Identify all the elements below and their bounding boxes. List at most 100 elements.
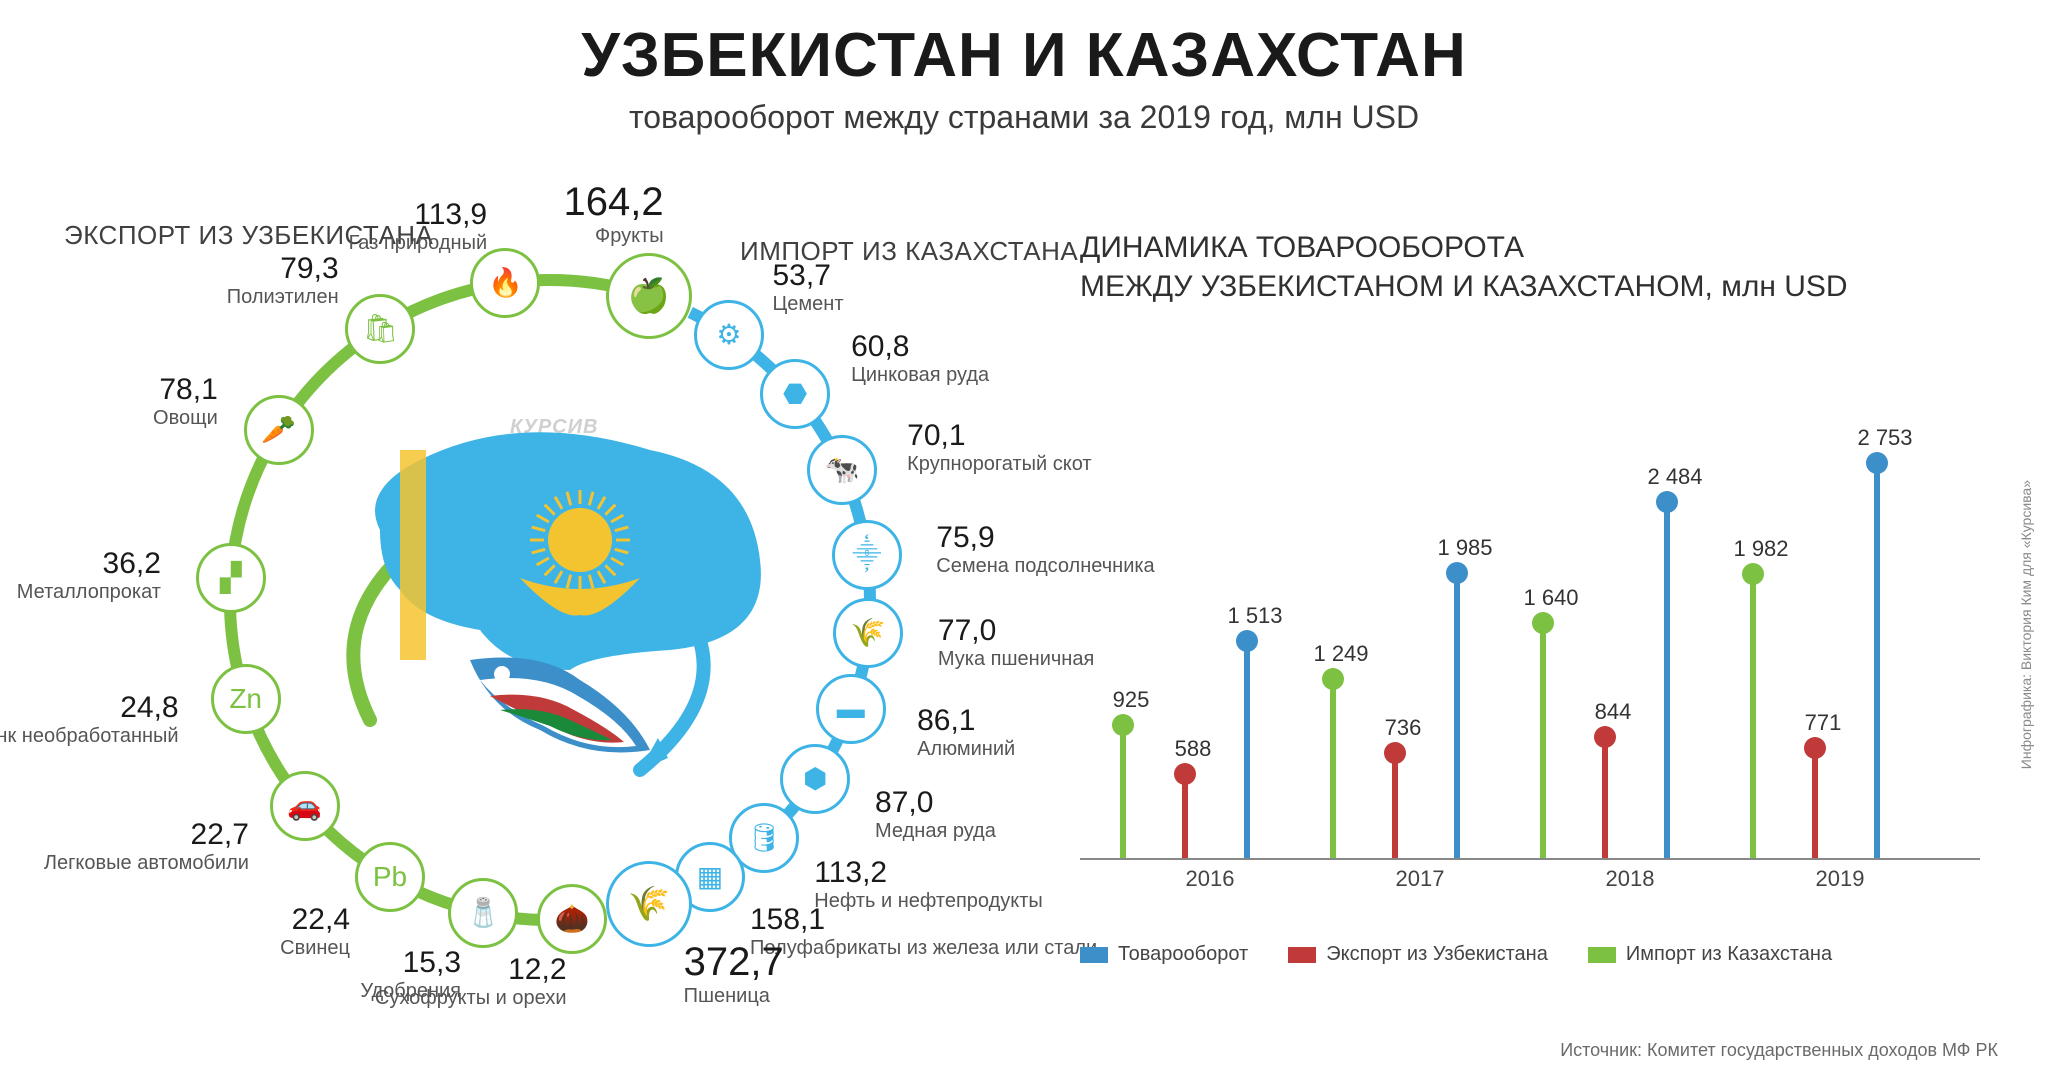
- ring-node-label: 86,1Алюминий: [917, 704, 1015, 761]
- credit-label: Инфографика: Виктория Ким для «Курсива»: [2018, 480, 2034, 769]
- ring-node-name: Металлопрокат: [17, 581, 161, 604]
- ring-node-label: 60,8Цинковая руда: [851, 330, 989, 387]
- ring-node-value: 372,7: [684, 940, 784, 985]
- lollipop-ball-icon: [1174, 763, 1196, 785]
- lollipop: 2 753: [1874, 463, 1880, 858]
- ring-node: 🐄: [807, 435, 877, 505]
- lollipop-value: 1 513: [1210, 603, 1300, 629]
- ring-node-icon: 🐄: [825, 456, 860, 484]
- ring-node-icon: 🛍: [363, 315, 399, 343]
- lollipop-ball-icon: [1236, 630, 1258, 652]
- lollipop: 844: [1602, 737, 1608, 858]
- ring-node-value: 78,1: [153, 373, 218, 407]
- lollipop-stick: [1454, 573, 1460, 858]
- chart-title: ДИНАМИКА ТОВАРООБОРОТА МЕЖДУ УЗБЕКИСТАНО…: [1080, 228, 1848, 306]
- lollipop: 588: [1182, 774, 1188, 858]
- lollipop-ball-icon: [1384, 742, 1406, 764]
- lollipop-value: 2 753: [1840, 425, 1930, 451]
- ring-node: ▬: [816, 674, 886, 744]
- ring-node: Pb: [355, 842, 425, 912]
- ring-node: Zn: [211, 664, 281, 734]
- ring-node-name: Полуфабрикаты из железа или стали: [750, 937, 1097, 960]
- ring-node-name: Овощи: [153, 407, 218, 430]
- ring-node-label: 77,0Мука пшеничная: [938, 614, 1094, 671]
- ring-node-label: 22,7Легковые автомобили: [44, 818, 249, 875]
- lollipop-value: 1 982: [1716, 536, 1806, 562]
- lollipop-value: 925: [1086, 687, 1176, 713]
- lollipop: 736: [1392, 753, 1398, 858]
- lollipop-stick: [1874, 463, 1880, 858]
- chart-title-line1: ДИНАМИКА ТОВАРООБОРОТА: [1080, 231, 1524, 264]
- lollipop-ball-icon: [1446, 562, 1468, 584]
- lollipop-stick: [1750, 574, 1756, 858]
- legend-label: Экспорт из Узбекистана: [1326, 943, 1548, 966]
- ring-node: 🛍: [345, 294, 415, 364]
- lollipop-ball-icon: [1112, 714, 1134, 736]
- ring-node-label: 12,2Сухофрукты и орехи: [375, 953, 567, 1010]
- ring-node-icon: 🔥: [488, 269, 523, 297]
- ring-node-name: Пшеница: [684, 985, 784, 1008]
- ring-node-value: 24,8: [0, 691, 179, 725]
- lollipop-value: 844: [1568, 699, 1658, 725]
- lollipop: 771: [1812, 748, 1818, 859]
- ring-node-value: 164,2: [564, 180, 664, 225]
- legend-swatch-icon: [1588, 947, 1616, 963]
- ring-node-name: Фрукты: [564, 225, 664, 248]
- center-map: [350, 420, 780, 770]
- lollipop-stick: [1602, 737, 1608, 858]
- uzbekistan-shape-icon: [470, 658, 650, 753]
- legend-item: Товарооборот: [1080, 943, 1248, 966]
- lollipop: 1 982: [1750, 574, 1756, 858]
- ring-node: 🚗: [270, 771, 340, 841]
- lollipop-stick: [1120, 725, 1126, 858]
- ring-node-icon: ▞: [220, 564, 242, 592]
- ring-node: 🧂: [448, 878, 518, 948]
- lollipop-ball-icon: [1742, 563, 1764, 585]
- ring-node-label: 22,4Свинец: [280, 903, 350, 960]
- lollipop-value: 2 484: [1630, 464, 1720, 490]
- ring-node-name: Цинк необработанный: [0, 725, 179, 748]
- ring-node-icon: 🧂: [466, 899, 501, 927]
- ring-node-name: Полиэтилен: [227, 286, 339, 309]
- ring-node-value: 158,1: [750, 903, 1097, 937]
- ring-node-icon: ⬢: [803, 765, 827, 793]
- ring-node-icon: ⸎: [852, 541, 881, 569]
- ornament-band-icon: [400, 450, 426, 660]
- ring-node-icon: ⚙: [716, 321, 741, 349]
- ring-node-label: 78,1Овощи: [153, 373, 218, 430]
- ring-node: 🍏: [606, 253, 692, 339]
- ring-node-label: 79,3Полиэтилен: [227, 252, 339, 309]
- chart-year-label: 2019: [1770, 866, 1910, 892]
- ring-node-label: 113,9Газ природный: [349, 198, 488, 255]
- ring-node: ⬣: [760, 359, 830, 429]
- header: УЗБЕКИСТАН И КАЗАХСТАН товарооборот межд…: [0, 0, 2048, 136]
- ring-node-name: Легковые автомобили: [44, 852, 249, 875]
- ring-node-value: 12,2: [375, 953, 567, 987]
- main-subtitle: товарооборот между странами за 2019 год,…: [0, 99, 2048, 136]
- ring-node-value: 53,7: [772, 259, 843, 293]
- ring-node-name: Газ природный: [349, 232, 488, 255]
- ring-node: 🌾: [606, 861, 692, 947]
- ring-node-value: 86,1: [917, 704, 1015, 738]
- main-title: УЗБЕКИСТАН И КАЗАХСТАН: [0, 20, 2048, 91]
- lollipop-ball-icon: [1532, 612, 1554, 634]
- ring-node-icon: Zn: [229, 685, 262, 713]
- lollipop-ball-icon: [1594, 726, 1616, 748]
- legend-swatch-icon: [1288, 947, 1316, 963]
- ring-node-name: Цемент: [772, 293, 843, 316]
- lollipop-stick: [1244, 641, 1250, 858]
- ring-node-icon: ⬣: [783, 380, 807, 408]
- ring-node-icon: 🍏: [628, 279, 670, 313]
- lollipop-stick: [1330, 679, 1336, 858]
- ring-node-name: Свинец: [280, 937, 350, 960]
- ring-node-name: Цинковая руда: [851, 364, 989, 387]
- ring-node-name: Крупнорогатый скот: [907, 453, 1091, 476]
- ring-node-label: 87,0Медная руда: [875, 786, 996, 843]
- lollipop-stick: [1392, 753, 1398, 858]
- ring-node-value: 79,3: [227, 252, 339, 286]
- legend-item: Импорт из Казахстана: [1588, 943, 1832, 966]
- ring-node: ⚙: [694, 300, 764, 370]
- ring-node-icon: 🌾: [851, 619, 886, 647]
- chart-title-line2: МЕЖДУ УЗБЕКИСТАНОМ И КАЗАХСТАНОМ, млн US…: [1080, 270, 1848, 303]
- lollipop-ball-icon: [1656, 491, 1678, 513]
